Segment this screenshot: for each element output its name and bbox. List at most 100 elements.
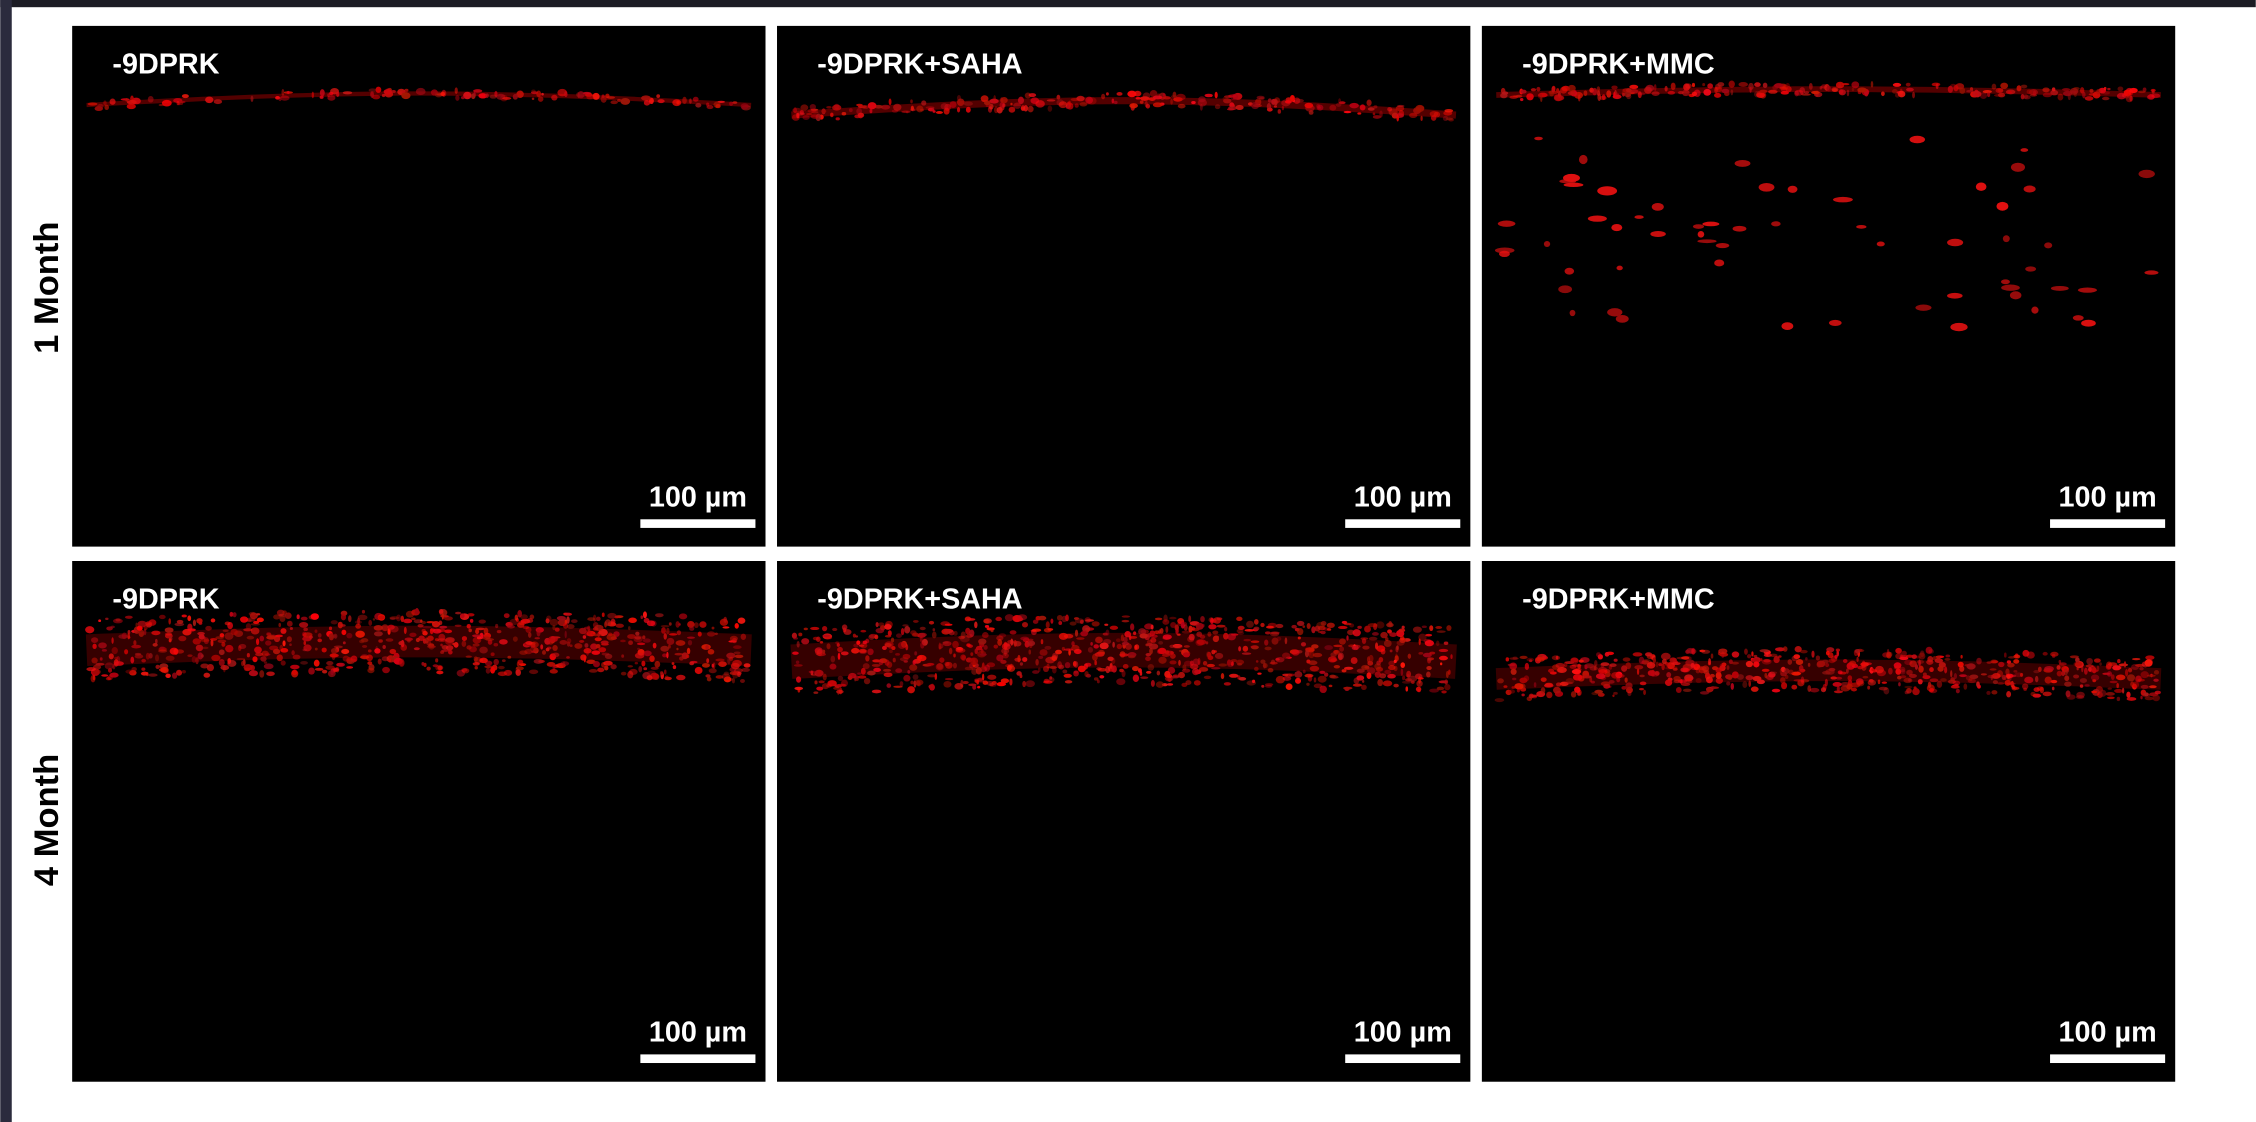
fluorescent-spot — [85, 626, 95, 634]
fluorescent-spot — [2026, 651, 2035, 659]
fluorescent-spot — [253, 620, 260, 625]
fluorescent-spot — [1708, 658, 1712, 666]
fluorescent-spot — [303, 640, 307, 646]
fluorescent-spot — [1267, 622, 1277, 629]
fluorescent-spot — [610, 100, 618, 105]
fluorescent-spot — [810, 114, 820, 119]
fluorescent-spot — [1976, 657, 1982, 665]
fluorescent-spot — [627, 665, 634, 668]
fluorescent-spot — [687, 620, 695, 628]
fluorescent-spot — [120, 98, 130, 101]
fluorescent-spot — [516, 661, 520, 667]
fluorescent-spot — [944, 103, 951, 111]
fluorescent-spot — [1338, 625, 1348, 630]
fluorescent-spot — [417, 624, 424, 628]
fluorescent-spot — [1271, 637, 1279, 645]
fluorescent-spot — [191, 656, 197, 663]
fluorescent-spot — [1441, 690, 1447, 694]
fluorescent-spot — [91, 637, 99, 643]
fluorescent-spot — [1870, 80, 1874, 88]
fluorescent-spot — [1086, 628, 1090, 633]
fluorescent-spot — [1900, 669, 1906, 675]
fluorescent-spot — [2024, 676, 2034, 684]
fluorescent-spot — [2008, 656, 2016, 659]
fluorescent-spot — [1230, 658, 1238, 663]
fluorescent-spot — [461, 636, 468, 641]
fluorescent-spot — [638, 666, 643, 673]
fluorescent-spot — [1931, 82, 1941, 87]
fluorescent-spot — [355, 623, 362, 629]
fluorescent-spot — [996, 681, 1007, 687]
fluorescent-spot — [1629, 84, 1639, 90]
fluorescent-spot — [168, 638, 172, 643]
fluorescent-spot — [1028, 93, 1037, 98]
fluorescent-spot — [1343, 686, 1353, 690]
fluorescent-spot — [1175, 628, 1179, 635]
fluorescent-spot — [213, 99, 223, 105]
fluorescent-spot — [701, 663, 710, 668]
fluorescent-spot — [1608, 679, 1615, 684]
fluorescent-spot — [490, 652, 495, 657]
fluorescent-spot — [603, 660, 613, 666]
fluorescent-spot — [342, 91, 353, 95]
fluorescent-spot — [862, 640, 868, 645]
fluorescent-spot — [1623, 91, 1632, 98]
fluorescent-cell — [2010, 162, 2026, 172]
fluorescent-spot — [1845, 668, 1849, 674]
scale-bar — [640, 1054, 756, 1064]
fluorescent-spot — [1195, 622, 1204, 630]
panel-label: -9DPRK+SAHA — [817, 583, 1022, 615]
fluorescent-spot — [326, 660, 334, 666]
fluorescent-spot — [910, 680, 914, 685]
fluorescent-spot — [1149, 630, 1156, 637]
fluorescent-spot — [1329, 674, 1336, 678]
fluorescent-spot — [289, 643, 292, 647]
fluorescent-spot — [1705, 676, 1713, 684]
fluorescent-spot — [1384, 669, 1392, 675]
fluorescent-spot — [940, 103, 949, 110]
fluorescent-spot — [1000, 678, 1010, 684]
fluorescent-spot — [1158, 656, 1167, 664]
fluorescent-spot — [2140, 684, 2149, 689]
fluorescent-spot — [920, 641, 925, 649]
fluorescent-spot — [1753, 661, 1760, 668]
fluorescent-spot — [912, 674, 919, 680]
fluorescent-spot — [210, 639, 214, 647]
fluorescent-spot — [159, 614, 166, 620]
fluorescent-spot — [1211, 649, 1216, 655]
fluorescent-spot — [1918, 659, 1921, 667]
fluorescent-spot — [377, 658, 382, 665]
fluorescent-spot — [1188, 625, 1193, 633]
fluorescent-spot — [1559, 86, 1568, 94]
fluorescent-spot — [1691, 647, 1696, 655]
fluorescent-spot — [1801, 93, 1811, 96]
fluorescent-cell — [1611, 223, 1623, 232]
fluorescent-spot — [280, 648, 289, 653]
scale-bar-label: 100 µm — [2059, 1016, 2157, 1048]
fluorescent-spot — [280, 660, 286, 666]
fluorescent-spot — [1112, 641, 1115, 648]
fluorescent-spot — [1533, 682, 1537, 688]
fluorescent-spot — [276, 654, 283, 662]
fluorescent-spot — [2099, 689, 2107, 697]
fluorescent-spot — [919, 626, 926, 631]
fluorescent-spot — [1020, 636, 1030, 641]
fluorescent-spot — [1017, 654, 1021, 663]
fluorescent-spot — [1022, 680, 1027, 688]
fluorescent-spot — [1062, 669, 1068, 674]
fluorescent-spot — [1084, 662, 1092, 667]
fluorescent-spot — [1445, 117, 1454, 121]
fluorescent-spot — [723, 676, 732, 683]
fluorescent-spot — [1157, 647, 1167, 655]
fluorescent-spot — [1989, 668, 1997, 671]
fluorescent-spot — [833, 686, 840, 690]
fluorescent-spot — [98, 619, 102, 622]
fluorescent-spot — [1826, 85, 1832, 92]
fluorescent-spot — [1362, 645, 1370, 650]
fluorescent-spot — [1380, 631, 1388, 639]
fluorescent-spot — [601, 612, 605, 618]
fluorescent-spot — [443, 616, 453, 621]
fluorescent-spot — [1255, 660, 1259, 663]
fluorescent-spot — [333, 645, 343, 649]
fluorescent-spot — [1710, 653, 1714, 659]
